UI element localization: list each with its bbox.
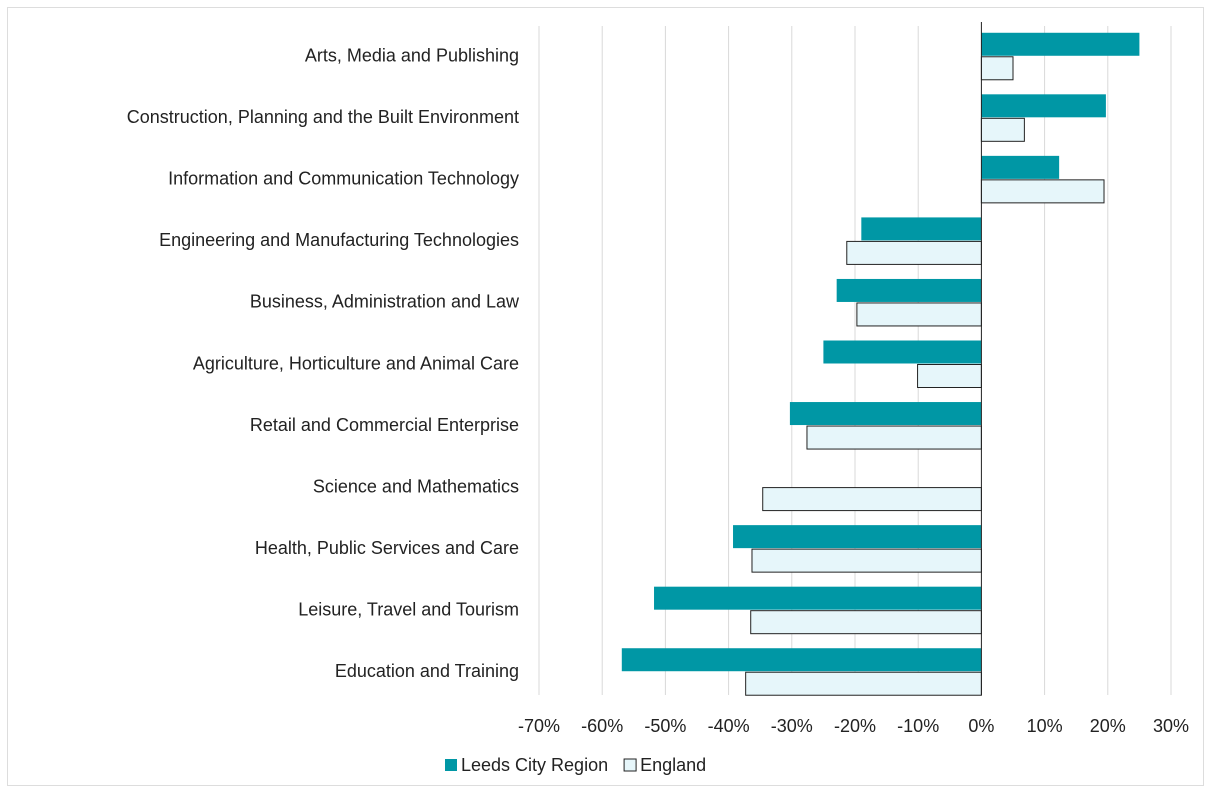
y-tick-label: Science and Mathematics bbox=[313, 476, 519, 496]
x-tick-label: -30% bbox=[771, 716, 813, 736]
bar bbox=[806, 425, 982, 450]
bar bbox=[733, 525, 982, 549]
legend-swatch bbox=[623, 758, 637, 772]
x-tick-label: 10% bbox=[1027, 716, 1063, 736]
bar bbox=[856, 302, 982, 327]
bar bbox=[789, 402, 982, 426]
bar bbox=[745, 671, 982, 696]
bar bbox=[981, 94, 1106, 118]
bar bbox=[621, 648, 982, 672]
bar bbox=[836, 278, 982, 302]
bar bbox=[981, 32, 1140, 56]
y-tick-label: Education and Training bbox=[335, 661, 519, 681]
bar bbox=[846, 240, 982, 265]
y-tick-label: Agriculture, Horticulture and Animal Car… bbox=[193, 353, 519, 373]
y-tick-label: Information and Communication Technology bbox=[168, 169, 519, 189]
bar bbox=[917, 364, 982, 388]
bar bbox=[823, 340, 982, 364]
x-tick-label: -20% bbox=[834, 716, 876, 736]
x-tick-label: 0% bbox=[968, 716, 994, 736]
bar bbox=[980, 179, 1105, 204]
bar bbox=[981, 155, 1060, 179]
legend-label: Leeds City Region bbox=[461, 755, 608, 775]
y-tick-label: Health, Public Services and Care bbox=[255, 538, 519, 558]
legend-swatch bbox=[445, 759, 457, 771]
x-tick-label: -10% bbox=[897, 716, 939, 736]
bar bbox=[750, 610, 982, 635]
bar bbox=[654, 586, 982, 610]
legend-label: England bbox=[640, 755, 706, 775]
x-tick-label: 30% bbox=[1153, 716, 1189, 736]
bar bbox=[751, 548, 982, 573]
y-tick-label: Engineering and Manufacturing Technologi… bbox=[159, 230, 519, 250]
y-tick-label: Retail and Commercial Enterprise bbox=[250, 415, 519, 435]
bar bbox=[762, 487, 982, 512]
y-tick-label: Construction, Planning and the Built Env… bbox=[127, 107, 519, 127]
x-tick-label: -50% bbox=[644, 716, 686, 736]
x-tick-label: 20% bbox=[1090, 716, 1126, 736]
bar bbox=[980, 117, 1025, 142]
y-tick-label: Business, Administration and Law bbox=[250, 292, 520, 312]
y-tick-label: Arts, Media and Publishing bbox=[305, 46, 519, 66]
x-tick-label: -40% bbox=[708, 716, 750, 736]
x-tick-label: -70% bbox=[518, 716, 560, 736]
x-tick-label: -60% bbox=[581, 716, 623, 736]
bar bbox=[980, 56, 1014, 81]
bar bbox=[861, 217, 982, 241]
y-tick-label: Leisure, Travel and Tourism bbox=[298, 599, 519, 619]
